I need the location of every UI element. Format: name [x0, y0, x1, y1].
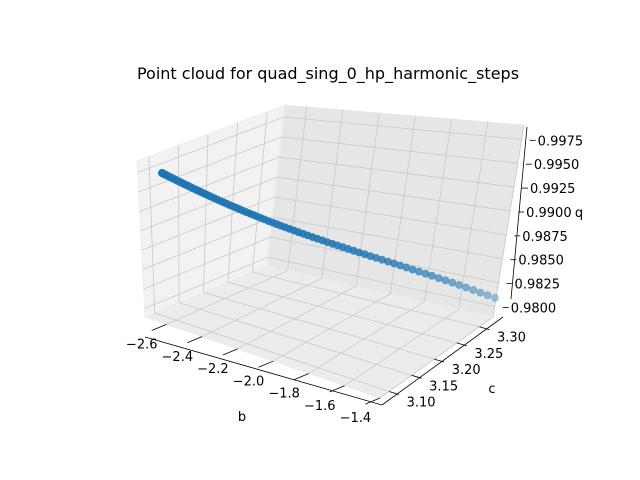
- scatter-point: [421, 269, 430, 278]
- x-tick-mark: [329, 385, 345, 393]
- y-tick-label: 3.20: [452, 363, 481, 378]
- y-gridline: [203, 134, 435, 360]
- y-tick-label: 3.25: [474, 347, 503, 362]
- x-tick-mark: [365, 397, 381, 405]
- x-gridline: [237, 112, 380, 350]
- z-tick-label: 0.9925: [530, 182, 576, 197]
- x-gridline: [379, 124, 525, 399]
- scatter-point: [476, 288, 485, 297]
- axes-grid: [137, 106, 525, 399]
- y-tick-mark: [388, 391, 400, 395]
- scatter-point: [491, 294, 499, 302]
- z-gridline: [142, 216, 503, 271]
- y-axis-label: c: [488, 382, 495, 397]
- x-gridline: [166, 106, 308, 325]
- x-axis-line: [144, 336, 383, 406]
- axis-lines: [144, 126, 528, 406]
- z-tick-label: 0.9975: [538, 134, 584, 149]
- x-tick-mark: [258, 360, 274, 368]
- chart-title: Point cloud for quad_sing_0_hp_harmonic_…: [137, 64, 519, 84]
- scatter-point: [469, 286, 478, 294]
- z-tick-label: 0.9825: [515, 278, 561, 293]
- y-tick-label: 3.10: [407, 396, 436, 411]
- x-gridline: [201, 109, 344, 337]
- scatter-point: [415, 267, 423, 276]
- y-axis-line: [381, 316, 504, 406]
- y-gridline: [148, 156, 390, 392]
- x-gridline: [308, 118, 452, 374]
- x-tick-label: −1.4: [340, 411, 372, 426]
- z-gridline: [140, 176, 511, 232]
- x-tick-label: −2.2: [197, 362, 229, 377]
- y-tick-label: 3.30: [497, 331, 526, 346]
- z-axis-label: q: [575, 206, 583, 221]
- y-tick-mark: [434, 358, 445, 363]
- x-tick-mark: [293, 373, 309, 380]
- z-tick-label: 0.9800: [511, 301, 557, 316]
- z-tick-label: 0.9850: [518, 254, 564, 269]
- y-gridline: [178, 145, 412, 376]
- y-gridline: [227, 122, 457, 344]
- scatter-point: [434, 274, 443, 282]
- z-gridline: [139, 156, 515, 212]
- scatter-point: [448, 278, 457, 287]
- scatter-point: [483, 291, 492, 300]
- z-gridline: [143, 236, 499, 290]
- scatter-point: [428, 271, 436, 280]
- z-axis-line: [510, 126, 528, 300]
- x-tick-label: −2.0: [233, 374, 265, 389]
- x-gridline: [272, 115, 416, 362]
- z-gridline: [137, 116, 522, 174]
- scatter-point: [455, 281, 463, 289]
- z-tick-label: 0.9875: [522, 230, 568, 245]
- axes-panes: [136, 104, 525, 399]
- y-tick-mark: [456, 342, 467, 347]
- scatter-point: [408, 265, 417, 274]
- z-tick-label: 0.9900: [526, 206, 572, 221]
- x-tick-mark: [187, 336, 203, 344]
- scatter-points: [158, 169, 499, 302]
- scatter-point: [462, 283, 470, 292]
- x-tick-mark: [222, 348, 238, 356]
- x-tick-mark: [151, 323, 167, 331]
- x-tick-label: −1.8: [268, 387, 300, 402]
- x-gridline: [344, 121, 489, 387]
- y-tick-mark: [411, 374, 422, 379]
- y-gridline: [251, 111, 480, 328]
- y-tick-label: 3.15: [429, 379, 458, 394]
- z-tick-label: 0.9950: [534, 158, 580, 173]
- x-tick-label: −2.4: [162, 350, 194, 365]
- x-axis-label: b: [238, 410, 246, 425]
- z-gridline: [144, 256, 495, 309]
- y-tick-mark: [479, 326, 490, 331]
- z-gridline: [141, 196, 507, 251]
- x-tick-label: −2.6: [126, 337, 158, 352]
- x-tick-label: −1.6: [304, 399, 336, 414]
- scatter-point: [441, 276, 450, 285]
- axis-ticks: −2.6 −2.4−2.2 −2.0−1.8 −1.6 −1.4 3.10 3.153.20…: [126, 134, 583, 426]
- z-gridline: [138, 136, 518, 193]
